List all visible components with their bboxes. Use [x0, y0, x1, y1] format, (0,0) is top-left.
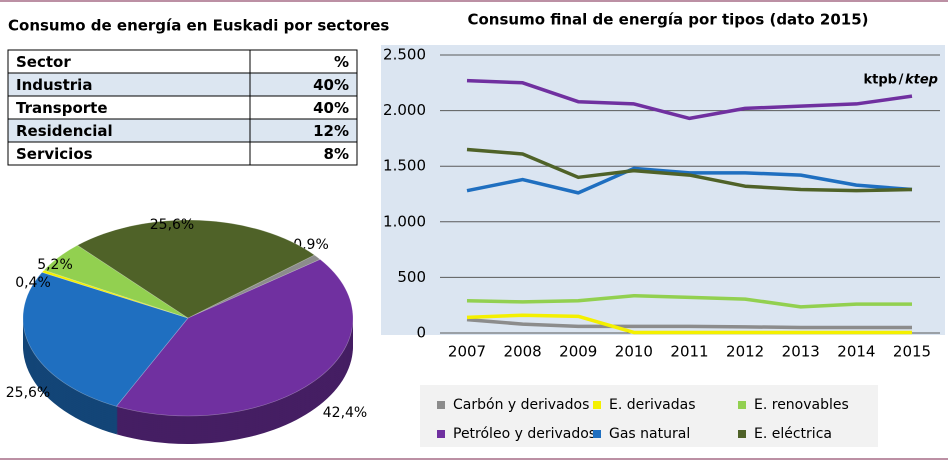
table-cell: %: [334, 53, 349, 71]
y-tick-label: 1.500: [383, 157, 426, 175]
x-tick-label: 2011: [670, 343, 708, 361]
legend-box: [420, 385, 878, 447]
x-tick-label: 2008: [504, 343, 542, 361]
pie-slice: [41, 269, 189, 319]
legend-swatch: [437, 430, 445, 438]
x-tick-label: 2010: [615, 343, 653, 361]
x-tick-label: 2012: [726, 343, 764, 361]
data-label: 25,6%: [150, 217, 194, 233]
table-cell: Transporte: [16, 99, 108, 117]
legend-label: Gas natural: [609, 426, 690, 442]
x-tick-label: 2013: [782, 343, 820, 361]
chart-title: Consumo final de energía por tipos (dato…: [467, 11, 868, 29]
x-tick-label: 2014: [837, 343, 875, 361]
y-tick-label: 0: [416, 324, 426, 342]
series-line: [466, 317, 912, 330]
x-tick-label: 2015: [893, 343, 931, 361]
pie-slice: [187, 254, 321, 319]
table-cell: 40%: [313, 99, 349, 117]
legend-label: E. eléctrica: [754, 426, 832, 442]
unit-label: ktpb: [864, 73, 897, 88]
table-cell: Servicios: [16, 145, 93, 163]
data-label: 5,2%: [37, 257, 73, 273]
legend-swatch: [593, 430, 601, 438]
series-line: [466, 166, 913, 195]
x-tick-label: 2007: [448, 343, 486, 361]
series-line: [466, 313, 912, 335]
table-cell: Residencial: [16, 122, 113, 140]
unit-separator: /: [899, 73, 904, 88]
legend-swatch: [593, 401, 601, 409]
pie-slice: [22, 271, 189, 407]
pie-slice: [43, 244, 189, 319]
pie-slice: [115, 258, 354, 417]
series-line: [466, 78, 913, 121]
legend-swatch: [738, 401, 746, 409]
series-line: [466, 147, 913, 193]
legend-label: E. derivadas: [609, 397, 696, 413]
table-cell: 12%: [313, 122, 349, 140]
table-cell: 40%: [313, 76, 349, 94]
y-tick-label: 2.000: [383, 101, 426, 119]
axis-band: [381, 335, 945, 365]
y-tick-label: 500: [397, 268, 426, 286]
pie-slice: [76, 219, 315, 319]
legend-swatch: [738, 430, 746, 438]
table-cell: 8%: [324, 145, 349, 163]
table-cell: Sector: [16, 53, 71, 71]
legend-label: Carbón y derivados: [453, 397, 589, 413]
data-label: 0,4%: [15, 275, 51, 291]
data-label: 42,4%: [323, 405, 367, 421]
table-row: [7, 141, 358, 166]
series-line: [466, 293, 912, 309]
table-cell: Industria: [16, 76, 92, 94]
y-tick-label: 2.500: [383, 46, 426, 64]
legend-label: Petróleo y derivados: [453, 426, 596, 442]
legend-swatch: [437, 401, 445, 409]
legend-label: E. renovables: [754, 397, 849, 413]
data-label: 25,6%: [6, 385, 50, 401]
x-tick-label: 2009: [559, 343, 597, 361]
y-tick-label: 1.000: [383, 212, 426, 230]
unit-label: ktep: [905, 73, 938, 88]
table-title: Consumo de energía en Euskadi por sector…: [8, 17, 389, 35]
